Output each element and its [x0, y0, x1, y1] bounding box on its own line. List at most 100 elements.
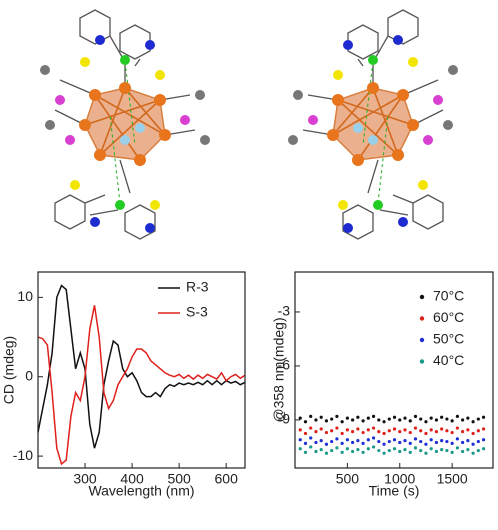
- data-point: [429, 447, 433, 451]
- bond: [54, 60, 196, 194]
- data-point: [324, 419, 329, 423]
- data-point: [377, 430, 381, 434]
- data-line: [37, 305, 246, 466]
- data-point: [461, 418, 465, 422]
- data-point: [366, 428, 370, 432]
- data-point: [392, 427, 397, 431]
- data-point: [440, 415, 444, 419]
- legend-swatch: [419, 359, 425, 364]
- data-point: [403, 428, 407, 432]
- data-point: [351, 440, 355, 445]
- data-point: [398, 430, 402, 434]
- data-point: [450, 450, 454, 454]
- data-point: [392, 415, 397, 419]
- data-point: [445, 439, 449, 444]
- data-point: [481, 438, 486, 442]
- data-point: [387, 439, 391, 444]
- data-point: [481, 415, 486, 419]
- data-point: [319, 415, 323, 419]
- ring: [79, 9, 151, 67]
- x-tick-label: 500: [167, 471, 191, 487]
- data-point: [392, 447, 397, 451]
- data-point: [356, 415, 360, 419]
- data-point: [466, 439, 470, 443]
- data-point: [461, 430, 465, 434]
- plot-frame: [37, 271, 246, 469]
- data-point: [377, 439, 381, 444]
- data-point: [382, 451, 386, 455]
- y-axis-label: CD (mdeg): [1, 336, 17, 404]
- data-point: [481, 447, 486, 451]
- data-point: [345, 438, 349, 442]
- y-tick-label: 0: [25, 367, 33, 383]
- data-point: [366, 438, 370, 442]
- data-point: [403, 439, 407, 443]
- legend-swatch: [419, 294, 425, 300]
- data-point: [419, 439, 423, 444]
- y-tick-label: 10: [17, 288, 33, 304]
- data-point: [481, 427, 486, 431]
- data-point: [309, 436, 313, 440]
- data-point: [424, 420, 428, 424]
- data-point: [440, 448, 444, 452]
- data-point: [335, 426, 339, 430]
- legend-label: 70°C: [433, 288, 464, 304]
- data-point: [382, 431, 386, 436]
- data-point: [361, 441, 365, 445]
- data-point: [371, 426, 376, 430]
- data-point: [309, 445, 313, 449]
- data-point: [335, 414, 339, 418]
- data-point: [434, 430, 439, 434]
- legend-label: R-3: [186, 279, 209, 295]
- data-point: [319, 448, 323, 452]
- data-point: [413, 426, 418, 430]
- data-point: [324, 442, 329, 446]
- dashed-bond: [124, 61, 136, 146]
- legend-label: 50°C: [433, 331, 464, 347]
- data-point: [413, 437, 418, 441]
- data-point: [455, 437, 459, 441]
- data-point: [445, 417, 449, 421]
- data-point: [455, 414, 459, 418]
- data-point: [314, 430, 318, 434]
- data-point: [476, 429, 480, 433]
- data-point: [371, 414, 376, 418]
- legend-swatch: [419, 337, 425, 343]
- data-point: [314, 440, 318, 445]
- data-point: [471, 431, 475, 436]
- data-point: [429, 428, 433, 432]
- data-point: [455, 426, 459, 430]
- data-point: [324, 430, 329, 435]
- data-point: [330, 448, 334, 453]
- data-point: [471, 451, 475, 455]
- data-point: [434, 418, 439, 422]
- data-line: [37, 284, 246, 449]
- data-point: [345, 447, 349, 451]
- data-point: [330, 417, 334, 421]
- y-tick-label: -3: [278, 303, 291, 319]
- data-point: [356, 427, 360, 431]
- data-point: [351, 449, 355, 454]
- data-point: [429, 416, 433, 420]
- x-axis-label: Time (s): [369, 483, 420, 499]
- ring: [54, 194, 156, 240]
- data-point: [319, 427, 323, 431]
- data-point: [298, 416, 302, 420]
- data-point: [408, 441, 412, 445]
- legend-label: S-3: [186, 304, 208, 320]
- data-point: [413, 414, 418, 418]
- data-point: [309, 426, 313, 430]
- data-point: [461, 449, 465, 454]
- data-point: [398, 449, 402, 454]
- data-point: [419, 429, 423, 433]
- data-point: [361, 450, 365, 454]
- data-point: [298, 447, 302, 451]
- plot-frame: [294, 271, 494, 469]
- data-point: [371, 445, 376, 449]
- data-point: [445, 448, 449, 453]
- data-point: [419, 448, 423, 453]
- data-point: [351, 418, 355, 422]
- data-point: [424, 451, 428, 455]
- x-tick-label: 600: [215, 471, 239, 487]
